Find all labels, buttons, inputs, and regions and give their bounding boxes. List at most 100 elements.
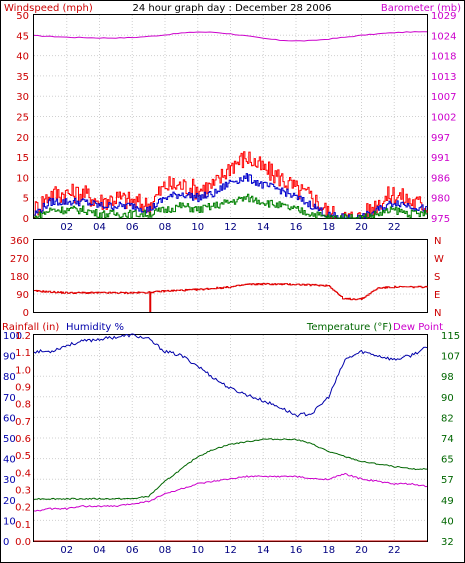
rain-humidity-panel-grid: [34, 335, 427, 541]
windspeed-tick: 20: [16, 133, 29, 144]
lower-panel-hour-labels: 02 04 06 08 10 12 14 16 18 20 22: [60, 545, 400, 556]
windspeed-tick: 50: [16, 11, 29, 22]
temperature-tick: 32: [441, 537, 454, 548]
rainfall-tick: 0.9: [15, 383, 31, 394]
barometer-tick: 1013: [431, 72, 456, 83]
hour-label: 14: [257, 222, 270, 233]
rainfall-tick: 0.1: [15, 520, 31, 531]
barometer-tick-labels: 975 980 986 991 997 1002 1007 1013 1018 1024 1029: [431, 11, 456, 225]
rainfall-axis-label: Rainfall (in): [2, 322, 59, 333]
hour-label: 16: [290, 222, 303, 233]
temperature-tick: 74: [441, 434, 454, 445]
rainfall-tick-labels: 0.0 0.1 0.2 0.3 0.4 0.5 0.6 0.7 0.8 0.9 1.0 1.1 1.2: [15, 331, 31, 548]
windspeed-tick: 0: [23, 214, 29, 225]
hour-label: 20: [355, 545, 368, 556]
compass-label: N: [434, 308, 441, 319]
hour-label: 10: [191, 222, 204, 233]
direction-tick: 0: [23, 308, 29, 319]
humidity-tick: 20: [3, 496, 16, 507]
temperature-tick: 65: [441, 455, 454, 466]
direction-panel-grid: [34, 240, 427, 312]
rainfall-tick: 0.6: [15, 434, 31, 445]
direction-panel-frame: [33, 239, 428, 313]
humidity-axis-label: Humidity %: [66, 322, 124, 333]
humidity-tick: 70: [3, 393, 16, 404]
humidity-tick: 100: [3, 331, 22, 342]
barometer-tick: 1024: [431, 31, 456, 42]
compass-label: N: [434, 236, 441, 247]
compass-label: W: [434, 254, 444, 265]
barometer-tick: 986: [431, 173, 450, 184]
rainfall-tick: 1.1: [15, 348, 31, 359]
direction-tick: 180: [10, 272, 29, 283]
rainfall-tick: 0.5: [15, 451, 31, 462]
temperature-tick: 49: [441, 496, 454, 507]
barometer-tick: 1007: [431, 92, 456, 103]
rainfall-tick: 1.0: [15, 365, 31, 376]
humidity-tick: 60: [3, 413, 16, 424]
barometer-tick: 975: [431, 214, 450, 225]
hour-label: 08: [159, 545, 172, 556]
humidity-tick: 10: [3, 516, 16, 527]
temperature-tick: 115: [441, 331, 460, 342]
wind-panel-hour-labels: 02 04 06 08 10 12 14 16 18 20 22: [60, 222, 400, 233]
wind-direction-line: [34, 282, 428, 301]
rainfall-tick: 0.4: [15, 468, 31, 479]
windspeed-axis-label: Windspeed (mph): [4, 3, 93, 14]
hour-label: 22: [388, 545, 401, 556]
humidity-line: [33, 333, 428, 418]
barometer-axis-label: Barometer (mb): [381, 3, 461, 14]
hour-label: 02: [60, 545, 73, 556]
windspeed-tick: 15: [16, 153, 29, 164]
hour-label: 12: [224, 545, 237, 556]
temperature-tick: 90: [441, 393, 454, 404]
hour-label: 12: [224, 222, 237, 233]
barometer-tick: 980: [431, 194, 450, 205]
rainfall-tick: 0.7: [15, 417, 31, 428]
humidity-tick: 90: [3, 352, 16, 363]
hour-label: 10: [191, 545, 204, 556]
humidity-tick-labels: 0 10 20 30 40 50 60 70 80 90 100: [3, 331, 22, 548]
windspeed-tick: 25: [16, 113, 29, 124]
direction-series: [34, 282, 428, 312]
wind_avg-line: [34, 173, 428, 219]
humidity-tick: 0: [3, 537, 9, 548]
wind-panel-frame: [33, 14, 428, 219]
temperature-tick: 57: [441, 475, 454, 486]
temperature-tick: 82: [441, 413, 454, 424]
hour-label: 02: [60, 222, 73, 233]
temperature-line: [33, 438, 427, 500]
windspeed-tick: 40: [16, 52, 29, 63]
dewpoint-line: [33, 472, 428, 512]
hour-label: 16: [290, 545, 303, 556]
direction-tick: 270: [10, 254, 29, 265]
windspeed-tick: 10: [16, 173, 29, 184]
chart-title: 24 hour graph day : December 28 2006: [133, 3, 332, 14]
windspeed-tick: 35: [16, 72, 29, 83]
humidity-tick: 80: [3, 372, 16, 383]
windspeed-tick: 5: [23, 194, 29, 205]
temperature-tick: 107: [441, 352, 460, 363]
hour-label: 18: [322, 222, 335, 233]
temperature-axis-label: Temperature (°F): [306, 322, 392, 333]
wind-panel-series: [33, 31, 428, 219]
humidity-tick: 50: [3, 434, 16, 445]
compass-label: E: [434, 290, 440, 301]
rainfall-tick: 0.8: [15, 400, 31, 411]
rainfall-tick: 0.3: [15, 486, 31, 497]
barometer-tick: 1029: [431, 11, 456, 22]
rain-humidity-panel-series: [33, 333, 428, 542]
hour-label: 14: [257, 545, 270, 556]
hour-label: 18: [322, 545, 335, 556]
hour-label: 22: [388, 222, 401, 233]
hour-label: 04: [93, 545, 106, 556]
humidity-tick: 30: [3, 475, 16, 486]
windspeed-tick: 30: [16, 92, 29, 103]
wind_min-line: [34, 193, 428, 219]
rainfall-tick: 0.2: [15, 503, 31, 514]
dewpoint-axis-label: Dew Point: [393, 322, 443, 333]
temperature-tick: 98: [441, 372, 454, 383]
